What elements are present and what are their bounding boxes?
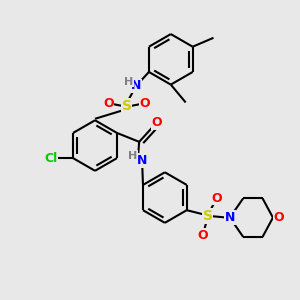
Text: S: S <box>122 99 132 113</box>
Text: O: O <box>140 97 150 110</box>
Text: O: O <box>274 211 284 224</box>
Text: Cl: Cl <box>44 152 58 165</box>
Text: N: N <box>137 154 147 167</box>
Text: O: O <box>103 97 113 110</box>
Text: N: N <box>225 211 235 224</box>
Text: N: N <box>131 80 141 92</box>
Text: O: O <box>198 229 208 242</box>
Text: H: H <box>128 151 137 161</box>
Text: H: H <box>124 77 134 87</box>
Text: O: O <box>211 192 222 205</box>
Text: O: O <box>152 116 162 129</box>
Text: S: S <box>202 209 212 223</box>
